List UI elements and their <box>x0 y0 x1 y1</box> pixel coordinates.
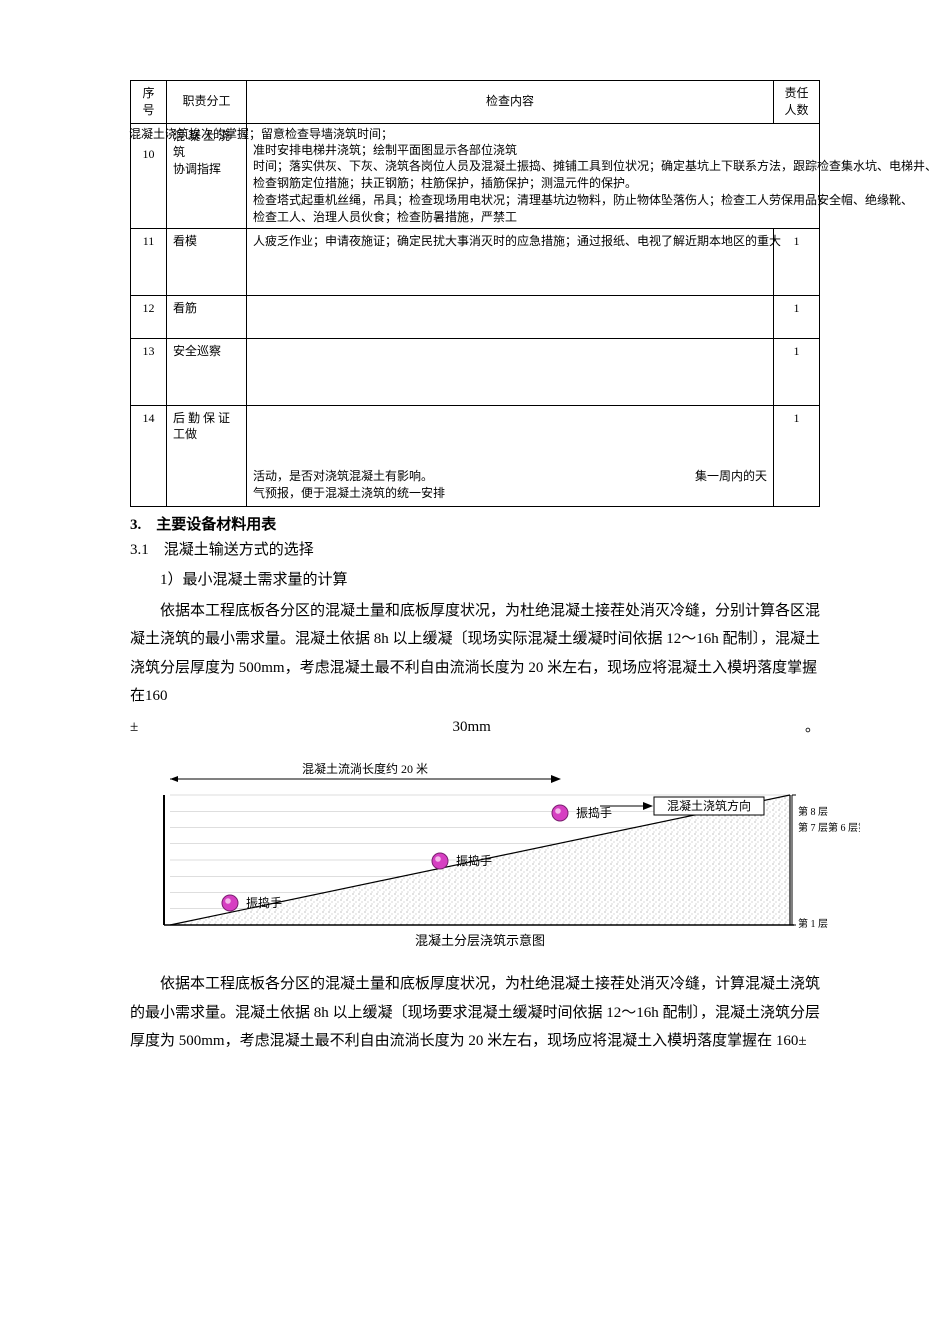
paragraph-1: 依据本工程底板各分区的混凝土量和底板厚度状况，为杜绝混凝土接茬处消灭冷缝，分别计… <box>130 597 820 711</box>
cell-seq-11: 11 <box>131 228 167 295</box>
cell-num-14: 1 <box>774 405 820 506</box>
svg-text:第 7 层第 6 层第 5 层第 4 层第: 第 7 层第 6 层第 5 层第 4 层第 <box>798 821 860 834</box>
diagram-svg: 混凝土流淌长度约 20 米振捣手振捣手振捣手混凝土浇筑方向第 8 层第 7 层第… <box>130 755 860 955</box>
cell-seq-14: 14 <box>131 405 167 506</box>
paragraph-2: 依据本工程底板各分区的混凝土量和底板厚度状况，为杜绝混凝土接茬处消灭冷缝，计算混… <box>130 970 820 1056</box>
svg-text:混凝土流淌长度约 20 米: 混凝土流淌长度约 20 米 <box>302 761 428 776</box>
th-seq: 序号 <box>131 81 167 124</box>
section-3-title: 3. 主要设备材料用表 <box>130 513 820 534</box>
cell-content-12 <box>247 295 774 338</box>
th-role: 职责分工 <box>167 81 247 124</box>
cell-content-10: 混凝土浇筑挨次的掌握；留意检查导墙浇筑时间； 准时安排电梯井浇筑；绘制平面图显示… <box>247 123 820 228</box>
svg-text:混凝土分层浇筑示意图: 混凝土分层浇筑示意图 <box>415 933 545 948</box>
cell-content-14: 活动，是否对浇筑混凝土有影响。 集一周内的天 气预报，便于混凝土浇筑的统一安排 <box>247 405 774 506</box>
th-content: 检查内容 <box>247 81 774 124</box>
svg-text:振捣手: 振捣手 <box>456 853 492 868</box>
svg-text:混凝土浇筑方向: 混凝土浇筑方向 <box>667 798 751 813</box>
th-num: 责任人数 <box>774 81 820 124</box>
responsibility-table: 序号 职责分工 检查内容 责任人数 10 混 凝 土 浇 筑 协调指挥 混凝土浇… <box>130 80 820 507</box>
layer-pour-diagram: 混凝土流淌长度约 20 米振捣手振捣手振捣手混凝土浇筑方向第 8 层第 7 层第… <box>130 755 820 960</box>
paragraph-1-tail: ± 30mm 。 <box>130 713 820 742</box>
svg-text:第 8 层: 第 8 层 <box>798 805 828 818</box>
section-3-1-1: 1）最小混凝土需求量的计算 <box>130 566 820 595</box>
cell-content-11: 人疲乏作业；申请夜施证；确定民扰大事消灭时的应急措施；通过报纸、电视了解近期本地… <box>247 228 774 295</box>
cell-role-14: 后 勤 保 证工做 <box>167 405 247 506</box>
cell-content-13 <box>247 338 774 405</box>
section-3-1: 3.1 混凝土输送方式的选择 <box>130 536 820 565</box>
cell-role-13: 安全巡察 <box>167 338 247 405</box>
svg-text:第 1 层: 第 1 层 <box>798 917 828 930</box>
cell-seq-12: 12 <box>131 295 167 338</box>
cell-num-12: 1 <box>774 295 820 338</box>
svg-text:振捣手: 振捣手 <box>246 895 282 910</box>
svg-text:振捣手: 振捣手 <box>576 805 612 820</box>
cell-num-13: 1 <box>774 338 820 405</box>
cell-seq-13: 13 <box>131 338 167 405</box>
cell-role-12: 看筋 <box>167 295 247 338</box>
cell-role-11: 看模 <box>167 228 247 295</box>
